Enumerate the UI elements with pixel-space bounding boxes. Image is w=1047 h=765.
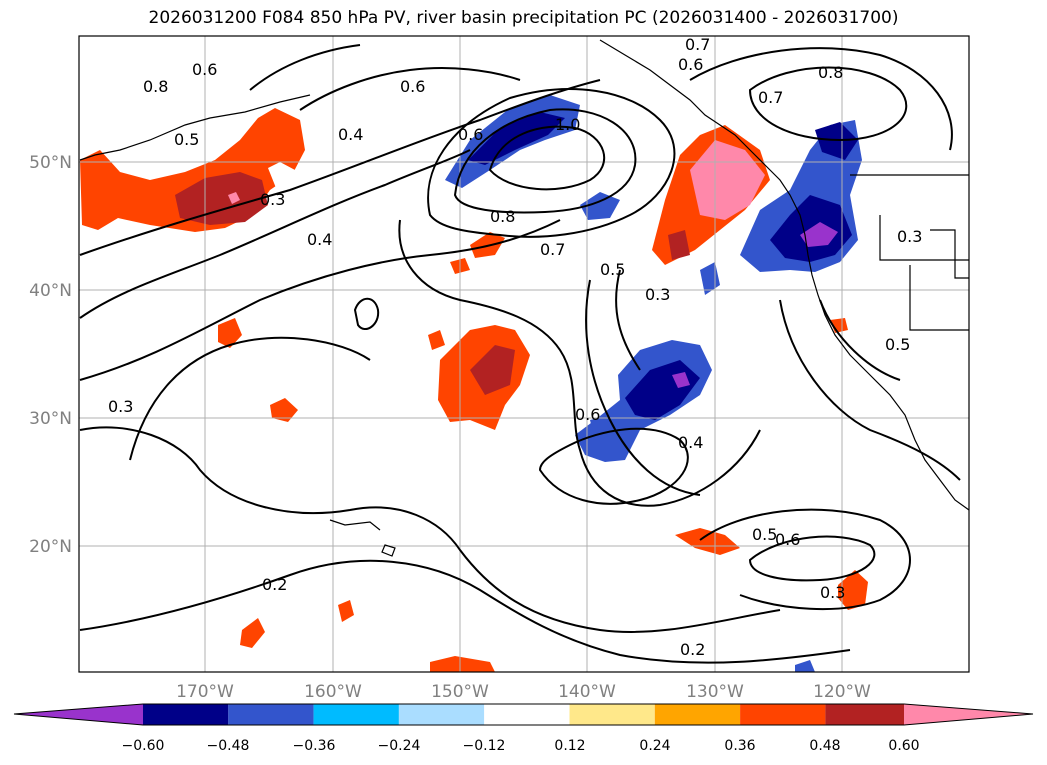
contour-label: 0.3 bbox=[820, 583, 845, 602]
contour-label: 0.6 bbox=[192, 60, 217, 79]
colorbar-tick-label: 0.24 bbox=[639, 738, 670, 754]
colorbar-segment bbox=[569, 704, 655, 725]
lat-label: 30°N bbox=[29, 409, 72, 429]
colorbar-segment bbox=[143, 704, 229, 725]
contour-label: 0.7 bbox=[685, 35, 710, 54]
lon-label: 170°W bbox=[176, 682, 234, 702]
contour-label: 0.7 bbox=[758, 88, 783, 107]
contour-label: 0.5 bbox=[174, 130, 199, 149]
lon-label: 120°W bbox=[813, 682, 871, 702]
precip-positive-area bbox=[668, 230, 690, 260]
precip-positive-area bbox=[838, 570, 868, 610]
contour-label: 0.3 bbox=[645, 285, 670, 304]
lat-label: 50°N bbox=[29, 153, 72, 173]
contour-label: 0.6 bbox=[575, 405, 600, 424]
precip-fill-layer bbox=[80, 95, 868, 672]
precip-positive-area bbox=[428, 330, 445, 350]
contour-label: 0.4 bbox=[307, 230, 332, 249]
gridlines bbox=[79, 36, 969, 672]
colorbar-extend-low bbox=[14, 704, 143, 725]
precip-positive-area bbox=[338, 600, 354, 622]
colorbar-tick-label: 0.36 bbox=[724, 738, 755, 754]
colorbar-extend-high bbox=[904, 704, 1033, 725]
colorbar-tick-label: 0.60 bbox=[888, 738, 919, 754]
contour-label: 0.8 bbox=[818, 63, 843, 82]
coastlines bbox=[79, 39, 969, 557]
precip-negative-area bbox=[672, 372, 690, 388]
colorbar-tick-label: −0.24 bbox=[378, 738, 421, 754]
precip-positive-area bbox=[228, 192, 240, 204]
colorbar-tick-label: −0.48 bbox=[207, 738, 250, 754]
colorbar-segment bbox=[654, 704, 741, 725]
precip-positive-area bbox=[430, 656, 495, 672]
contour-label: 0.4 bbox=[678, 433, 703, 452]
precip-positive-area bbox=[470, 345, 515, 395]
precip-negative-area bbox=[815, 122, 858, 160]
precip-positive-area bbox=[675, 528, 740, 555]
contour-label: 0.7 bbox=[540, 240, 565, 259]
lat-axis: 50°N 40°N 30°N 20°N bbox=[29, 153, 72, 557]
precip-negative-area bbox=[795, 660, 815, 672]
colorbar-outline bbox=[13, 703, 1034, 726]
precip-negative-area bbox=[800, 222, 838, 247]
colorbar-segment bbox=[313, 704, 399, 725]
colorbar-segment bbox=[228, 704, 314, 725]
contour-label: 0.6 bbox=[458, 125, 483, 144]
lon-label: 130°W bbox=[686, 682, 744, 702]
precip-positive-area bbox=[175, 172, 268, 225]
contour-label: 0.6 bbox=[400, 77, 425, 96]
colorbar-tick-label: 0.12 bbox=[554, 738, 585, 754]
precip-negative-area bbox=[580, 192, 620, 220]
map-frame bbox=[78, 35, 970, 673]
contour-label-group: 0.8 0.6 0.5 0.4 0.3 0.4 0.6 1.0 0.8 0.7 … bbox=[108, 35, 922, 659]
contour-label: 0.3 bbox=[108, 397, 133, 416]
contour-label: 0.4 bbox=[338, 125, 363, 144]
lat-label: 40°N bbox=[29, 281, 72, 301]
precip-positive-area bbox=[268, 162, 295, 188]
contour-label: 0.6 bbox=[775, 530, 800, 549]
colorbar-tick-label: 0.48 bbox=[809, 738, 840, 754]
precip-positive-area bbox=[218, 318, 242, 348]
contour-label: 0.8 bbox=[490, 207, 515, 226]
precip-positive-area bbox=[270, 398, 298, 422]
pv-contours bbox=[79, 44, 961, 664]
lon-label: 150°W bbox=[431, 682, 489, 702]
contour-label: 1.0 bbox=[555, 115, 580, 134]
contour-label: 0.5 bbox=[885, 335, 910, 354]
contour-label: 0.3 bbox=[260, 190, 285, 209]
contour-label: 0.5 bbox=[752, 525, 777, 544]
precip-negative-area bbox=[468, 112, 565, 165]
colorbar-segment bbox=[740, 704, 826, 725]
lon-label: 160°W bbox=[304, 682, 362, 702]
colorbar-segment bbox=[825, 704, 904, 725]
precip-positive-area bbox=[240, 618, 265, 648]
precip-positive-area bbox=[690, 140, 765, 220]
colorbar-tick-label: −0.12 bbox=[463, 738, 506, 754]
contour-label: 0.2 bbox=[680, 640, 705, 659]
colorbar: −0.60 −0.48 −0.36 −0.24 −0.12 0.12 0.24 … bbox=[13, 703, 1034, 754]
lon-axis: 170°W 160°W 150°W 140°W 130°W 120°W bbox=[176, 682, 871, 702]
contour-label: 0.2 bbox=[262, 575, 287, 594]
colorbar-tick-label: −0.36 bbox=[293, 738, 336, 754]
lon-label: 140°W bbox=[558, 682, 616, 702]
map-title: 2026031200 F084 850 hPa PV, river basin … bbox=[148, 8, 899, 28]
colorbar-ticks: −0.60 −0.48 −0.36 −0.24 −0.12 0.12 0.24 … bbox=[122, 738, 920, 754]
colorbar-segment bbox=[398, 704, 485, 725]
precip-negative-area bbox=[590, 415, 612, 440]
colorbar-segment bbox=[484, 704, 570, 725]
colorbar-tick-label: −0.60 bbox=[122, 738, 165, 754]
contour-label: 0.6 bbox=[678, 55, 703, 74]
contour-label: 0.8 bbox=[143, 77, 168, 96]
contour-label: 0.3 bbox=[897, 227, 922, 246]
lat-label: 20°N bbox=[29, 537, 72, 557]
contour-label: 0.5 bbox=[600, 260, 625, 279]
